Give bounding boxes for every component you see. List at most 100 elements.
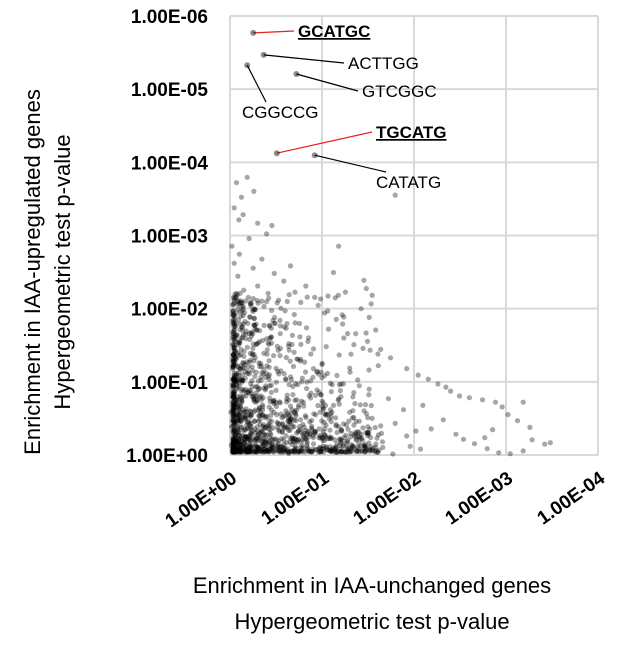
cloud-point xyxy=(252,323,258,329)
cloud-point xyxy=(230,408,236,415)
cloud-point xyxy=(230,445,237,451)
cloud-point xyxy=(292,410,298,416)
data-point xyxy=(308,425,315,431)
cloud-point xyxy=(264,351,270,357)
cloud-point xyxy=(239,308,245,314)
cloud-point xyxy=(290,363,297,369)
cloud-point xyxy=(362,449,369,455)
leader-line xyxy=(296,73,359,92)
cloud-point xyxy=(236,448,242,454)
cloud-point xyxy=(283,433,289,439)
cloud-point xyxy=(276,428,282,434)
cloud-point xyxy=(284,449,290,455)
cloud-point xyxy=(296,402,302,408)
cloud-point xyxy=(242,448,248,454)
cloud-point xyxy=(241,449,247,455)
cloud-point xyxy=(309,423,315,429)
cloud-point xyxy=(249,394,255,400)
cloud-point xyxy=(336,382,342,388)
cloud-point xyxy=(234,447,240,453)
cloud-point xyxy=(334,429,340,436)
y-tick-label: 1.00E-02 xyxy=(131,300,208,321)
cloud-point xyxy=(242,438,248,444)
data-point xyxy=(471,441,478,447)
x-axis-ticks: 1.00E+00 1.00E-01 1.00E-02 1.00E-03 1.00E-04 xyxy=(162,468,609,532)
cloud-point xyxy=(282,412,288,418)
cloud-point xyxy=(276,297,282,303)
cloud-point xyxy=(246,420,252,426)
cloud-point xyxy=(327,436,333,442)
cloud-point xyxy=(231,449,237,455)
cloud-point xyxy=(264,444,270,451)
cloud-point xyxy=(251,352,257,358)
cloud-point xyxy=(254,297,260,304)
cloud-point xyxy=(230,328,236,335)
cloud-point xyxy=(230,309,236,315)
cloud-point xyxy=(231,443,237,449)
data-point xyxy=(356,445,362,451)
cloud-point xyxy=(315,402,321,409)
cloud-point xyxy=(309,448,316,454)
cloud-point xyxy=(327,434,333,440)
cloud-point xyxy=(365,430,371,436)
cloud-point xyxy=(234,400,240,406)
cloud-point xyxy=(330,445,336,451)
cloud-point xyxy=(242,369,248,375)
cloud-point xyxy=(287,358,293,364)
cloud-point xyxy=(327,448,333,454)
cloud-point xyxy=(270,437,276,443)
cloud-point xyxy=(231,321,237,327)
cloud-point xyxy=(237,418,243,424)
cloud-point xyxy=(253,341,259,348)
cloud-point xyxy=(308,390,314,396)
cloud-point xyxy=(256,446,262,452)
cloud-point xyxy=(230,428,236,434)
cloud-point xyxy=(253,437,259,443)
cloud-point xyxy=(270,444,276,450)
cloud-point xyxy=(322,426,328,432)
cloud-point xyxy=(287,403,294,409)
data-point xyxy=(404,433,410,439)
cloud-point xyxy=(276,371,282,377)
cloud-point xyxy=(328,449,335,455)
cloud-point xyxy=(259,412,266,418)
cloud-point xyxy=(233,434,239,441)
cloud-point xyxy=(232,323,238,329)
cloud-point xyxy=(234,449,240,455)
cloud-point xyxy=(231,378,237,384)
cloud-point xyxy=(291,408,298,414)
cloud-point xyxy=(231,439,237,445)
cloud-point xyxy=(244,445,250,451)
cloud-point xyxy=(266,341,272,347)
cloud-point xyxy=(246,445,252,451)
cloud-point xyxy=(230,417,236,423)
cloud-point xyxy=(235,426,241,432)
cloud-point xyxy=(306,393,312,399)
cloud-point xyxy=(321,419,327,426)
data-point xyxy=(364,338,371,344)
cloud-point xyxy=(309,448,315,454)
cloud-point xyxy=(362,402,369,408)
cloud-point xyxy=(233,447,239,453)
cloud-point xyxy=(248,445,254,451)
cloud-point xyxy=(283,376,289,382)
cloud-point xyxy=(285,418,291,424)
cloud-point xyxy=(328,389,334,395)
cloud-point xyxy=(231,427,237,433)
cloud-point xyxy=(292,289,298,295)
cloud-point xyxy=(287,416,293,422)
cloud-point xyxy=(236,440,242,446)
cloud-point xyxy=(363,411,369,417)
cloud-point xyxy=(248,423,254,429)
cloud-point xyxy=(373,327,379,333)
cloud-point xyxy=(366,367,372,373)
cloud-point xyxy=(363,429,369,436)
data-point xyxy=(271,270,277,276)
cloud-point xyxy=(335,449,341,455)
cloud-point xyxy=(356,440,362,446)
cloud-point xyxy=(340,381,346,387)
plot-grid xyxy=(229,15,599,456)
cloud-point xyxy=(230,449,236,455)
cloud-point xyxy=(310,441,317,447)
data-point xyxy=(336,243,342,249)
